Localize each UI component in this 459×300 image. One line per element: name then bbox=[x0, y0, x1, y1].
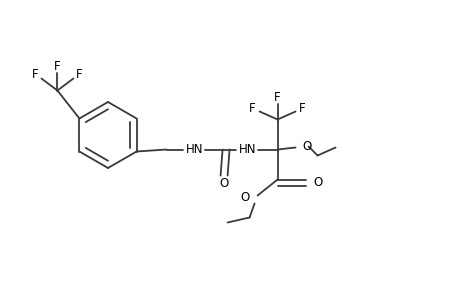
Text: O: O bbox=[313, 176, 322, 189]
Text: F: F bbox=[32, 68, 39, 81]
Text: F: F bbox=[76, 68, 83, 81]
Text: F: F bbox=[274, 91, 280, 104]
Text: HN: HN bbox=[185, 143, 203, 156]
Text: F: F bbox=[54, 60, 61, 73]
Text: HN: HN bbox=[238, 143, 256, 156]
Text: O: O bbox=[240, 191, 249, 204]
Text: F: F bbox=[299, 102, 305, 115]
Text: O: O bbox=[218, 177, 228, 190]
Text: F: F bbox=[249, 102, 255, 115]
Text: O: O bbox=[302, 140, 311, 153]
